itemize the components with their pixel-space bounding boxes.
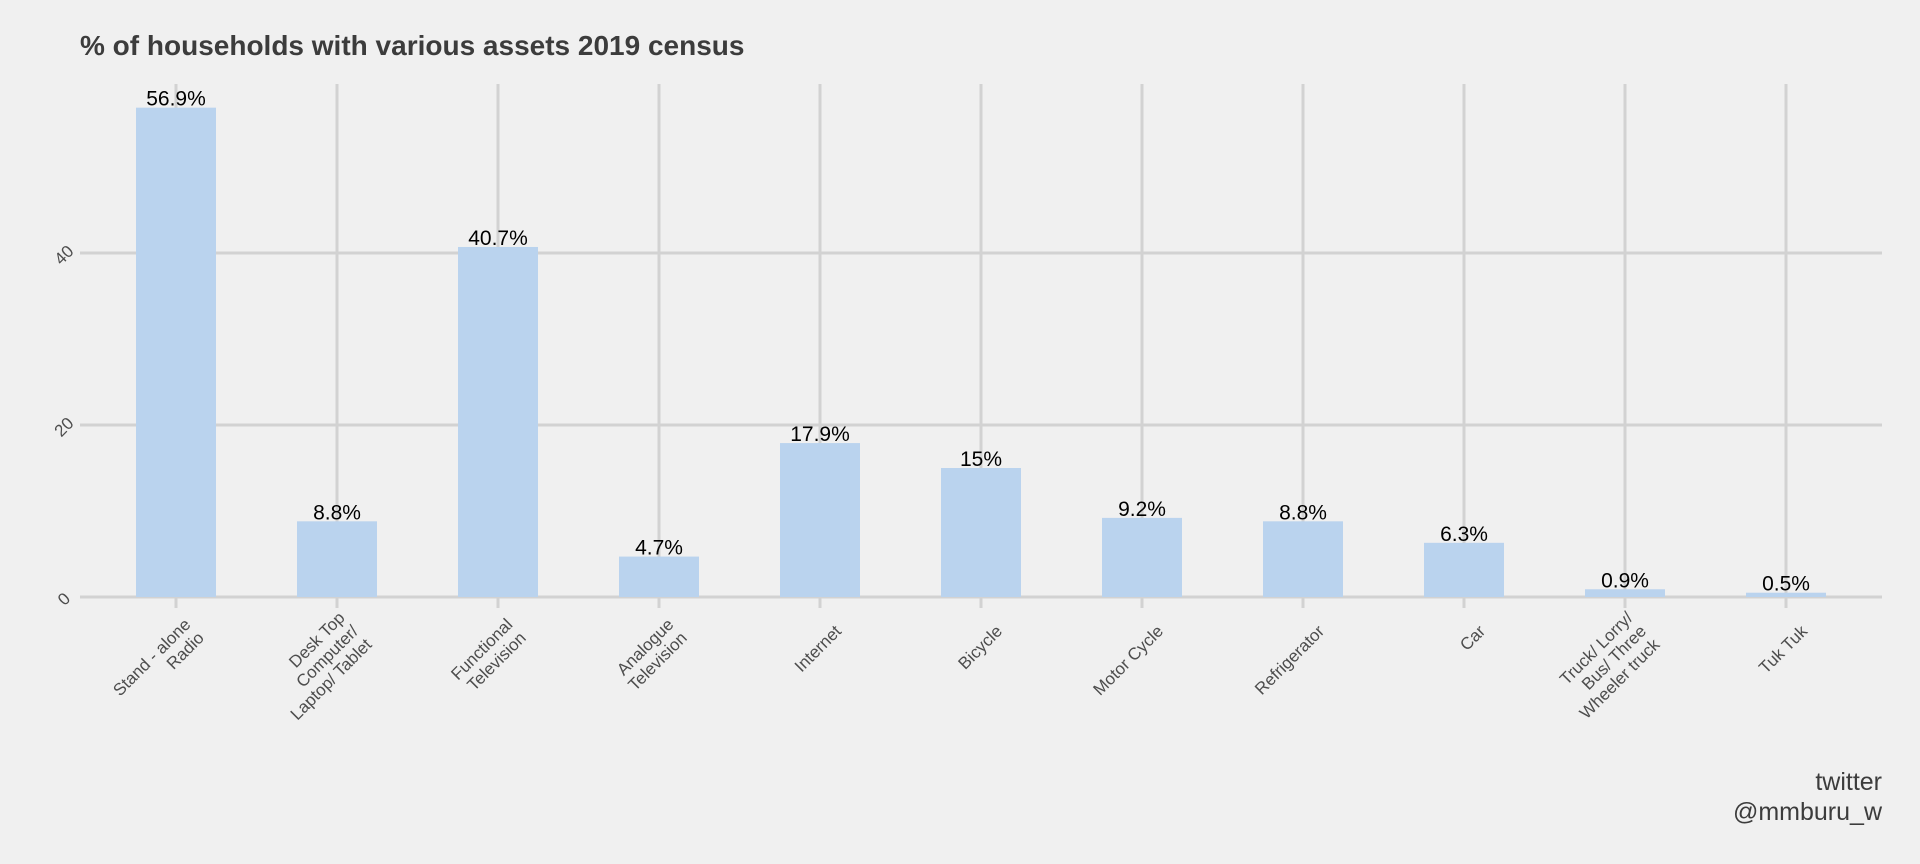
bar	[297, 521, 377, 597]
caption: twitter @mmburu_w	[1733, 767, 1882, 827]
x-tick-label: Internet	[791, 621, 845, 675]
data-label: 9.2%	[1118, 498, 1166, 521]
y-tick-label: 40	[51, 242, 78, 269]
bar	[1585, 589, 1665, 597]
x-tick-label-line: Bicycle	[955, 622, 1007, 674]
x-tick-label-line: Motor Cycle	[1090, 622, 1168, 700]
y-axis-tick-labels: 0 20 40	[51, 242, 78, 609]
x-tick-label: Motor Cycle	[1090, 622, 1168, 700]
bar	[780, 443, 860, 597]
data-label: 8.8%	[313, 501, 361, 524]
y-tick-label: 0	[54, 589, 74, 609]
caption-line-1: twitter	[1815, 768, 1882, 796]
data-label: 40.7%	[468, 227, 528, 250]
data-label: 6.3%	[1440, 523, 1488, 546]
x-tick-label-line: Refrigerator	[1251, 621, 1328, 698]
data-label: 56.9%	[146, 88, 206, 111]
data-label: 15%	[960, 448, 1002, 471]
x-tick-label-line: Tuk Tuk	[1755, 621, 1811, 677]
bar-layer	[136, 107, 1826, 598]
bar	[458, 246, 538, 598]
bar	[941, 468, 1021, 597]
bar	[1746, 592, 1826, 597]
grid-layer	[80, 84, 1882, 608]
data-label: 0.9%	[1601, 569, 1649, 592]
bar	[136, 107, 216, 597]
data-label: 0.5%	[1762, 573, 1810, 596]
bar	[1102, 517, 1182, 597]
y-tick-label: 20	[51, 414, 78, 441]
data-label: 8.8%	[1279, 501, 1327, 524]
chart-title: % of households with various assets 2019…	[80, 30, 745, 61]
data-label-layer: 56.9% 8.8% 40.7% 4.7% 17.9% 15% 9.2% 8.8% 6.3% 0.…	[146, 88, 1810, 596]
x-tick-label: Tuk Tuk	[1755, 621, 1811, 677]
x-tick-label-line: Internet	[791, 621, 845, 675]
x-tick-label: Refrigerator	[1251, 621, 1328, 698]
x-tick-label-line: Car	[1456, 621, 1489, 654]
bar	[619, 556, 699, 597]
x-tick-label: Car	[1456, 621, 1489, 654]
data-label: 4.7%	[635, 537, 683, 560]
caption-line-2: @mmburu_w	[1732, 798, 1882, 826]
bar	[1424, 542, 1504, 597]
data-label: 17.9%	[790, 423, 850, 446]
bar	[1263, 521, 1343, 597]
x-tick-label: Bicycle	[955, 622, 1007, 674]
